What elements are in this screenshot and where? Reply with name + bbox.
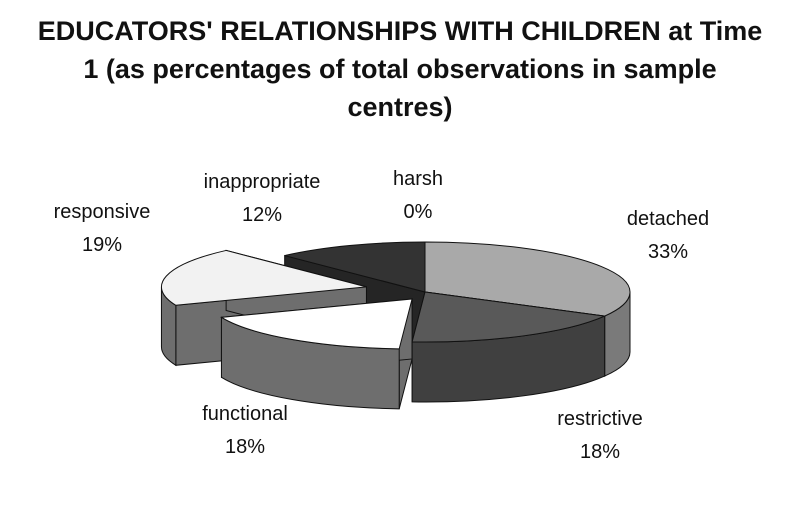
slice-label: responsive <box>54 201 151 223</box>
slice-value-label: 33% <box>648 241 688 263</box>
slice <box>411 291 607 343</box>
slice <box>284 241 426 293</box>
slice <box>219 298 413 350</box>
slice-value-label: 19% <box>82 234 122 256</box>
chart-title: EDUCATORS' RELATIONSHIPS WITH CHILDREN a… <box>37 16 763 122</box>
slice <box>424 241 631 317</box>
slice-label: restrictive <box>557 408 643 430</box>
slice-label: functional <box>202 403 288 425</box>
slice-label: harsh <box>393 168 443 190</box>
slice-value-label: 12% <box>242 204 282 226</box>
slice-label: inappropriate <box>204 171 321 193</box>
slice-value-label: 0% <box>404 201 433 223</box>
slice-value-label: 18% <box>225 436 265 458</box>
slice <box>160 249 367 306</box>
slice-value-label: 18% <box>580 441 620 463</box>
slice-label: detached <box>627 208 709 230</box>
